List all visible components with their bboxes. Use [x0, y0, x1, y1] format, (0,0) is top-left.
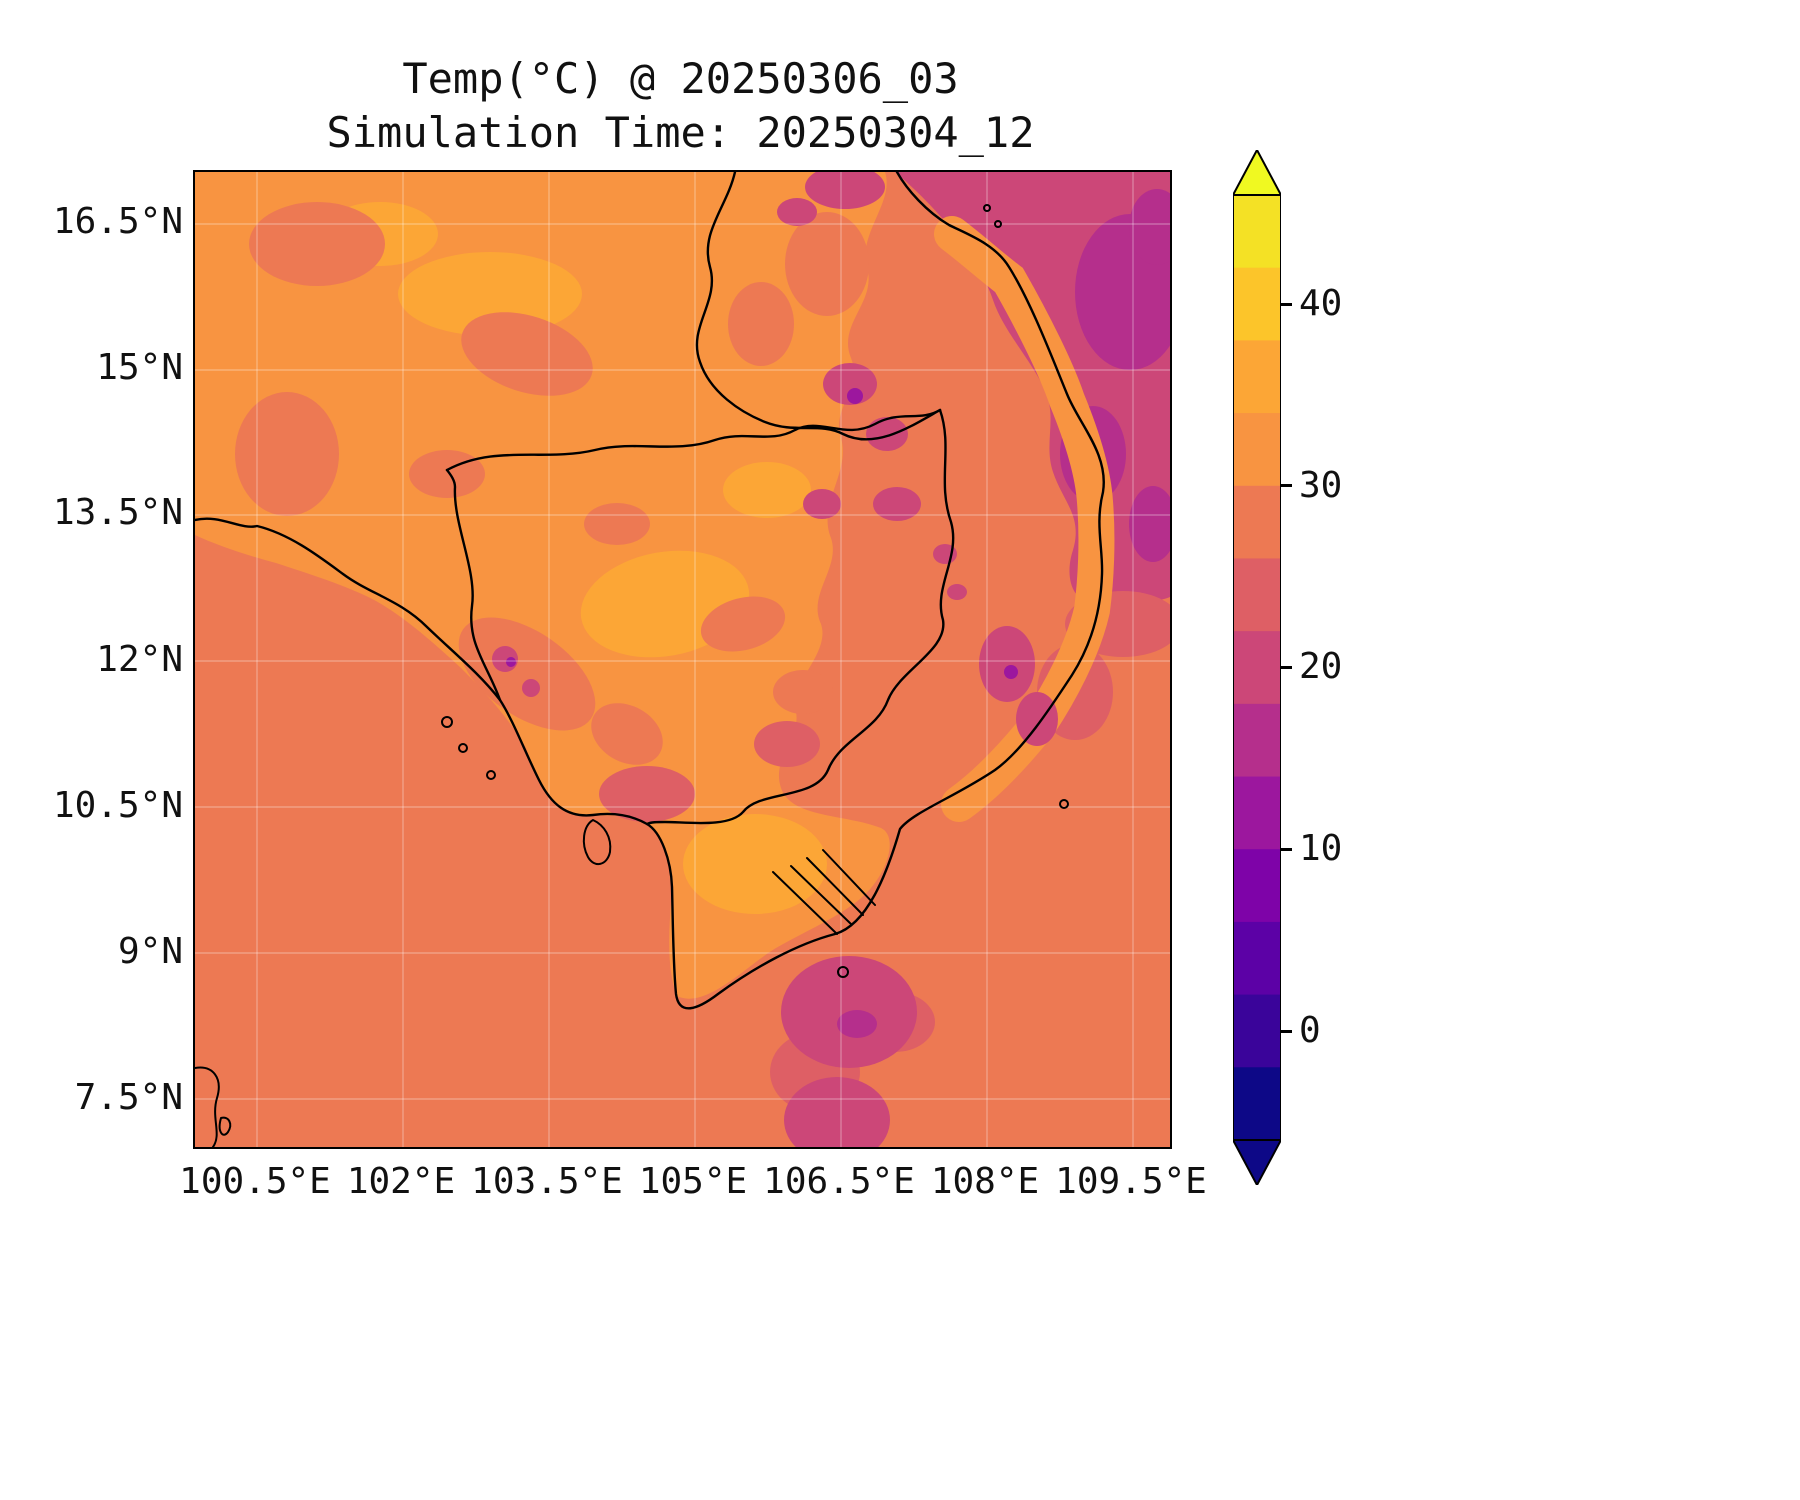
colorbar-band	[1233, 195, 1281, 269]
colorbar	[1232, 147, 1282, 1188]
colorbar-tick	[1281, 303, 1292, 306]
colorbar-band	[1233, 921, 1281, 996]
colorbar-band	[1233, 413, 1281, 487]
graticule	[195, 172, 1170, 1147]
colorbar-tick	[1281, 848, 1292, 851]
colorbar-svg	[1232, 147, 1282, 1188]
x-tick-label: 103.5°E	[471, 1161, 623, 1202]
x-tick-label: 102°E	[346, 1161, 456, 1202]
cool-highland-patches	[492, 172, 1058, 1147]
colorbar-band	[1233, 994, 1281, 1069]
colorbar-tick-label: 10	[1299, 828, 1343, 869]
islands	[195, 204, 1069, 1147]
colorbar-band	[1233, 849, 1281, 923]
delta-channels	[772, 849, 876, 935]
warm-land-region	[195, 172, 890, 999]
colorbar-band	[1233, 558, 1281, 633]
colorbar-tick-label: 30	[1299, 465, 1343, 506]
national-borders	[445, 172, 955, 826]
colorbar-tick-label: 20	[1299, 646, 1343, 687]
y-tick-label: 13.5°N	[52, 492, 183, 533]
colorbar-band	[1233, 1067, 1281, 1141]
colorbar-tick	[1281, 484, 1292, 487]
colorbar-tick-label: 0	[1299, 1010, 1321, 1051]
colorbar-band	[1233, 267, 1281, 342]
y-tick-label: 9°N	[117, 931, 183, 972]
colorbar-tick-label: 40	[1299, 283, 1343, 324]
figure-title: Temp(°C) @ 20250306_03 Simulation Time: …	[193, 52, 1168, 160]
colorbar-band	[1233, 631, 1281, 705]
y-tick-label: 7.5°N	[74, 1077, 183, 1118]
title-line-1: Temp(°C) @ 20250306_03	[402, 54, 959, 103]
y-tick-label: 16.5°N	[52, 201, 183, 242]
colorbar-tick	[1281, 666, 1292, 669]
colorbar-band	[1233, 485, 1281, 560]
y-tick-label: 15°N	[96, 347, 183, 388]
y-tick-label: 12°N	[96, 639, 183, 680]
colorbar-under-arrow	[1233, 1140, 1281, 1185]
colorbar-over-arrow	[1233, 150, 1281, 195]
x-tick-label: 105°E	[638, 1161, 748, 1202]
hot-land-patches	[322, 202, 827, 914]
x-tick-label: 106.5°E	[763, 1161, 915, 1202]
y-tick-label: 10.5°N	[52, 785, 183, 826]
plot-area	[193, 170, 1172, 1149]
colorbar-tick	[1281, 1030, 1292, 1033]
colorbar-band	[1233, 340, 1281, 415]
mild-patches	[235, 202, 869, 765]
x-tick-label: 100.5°E	[179, 1161, 331, 1202]
colorbar-bands	[1233, 195, 1281, 1141]
x-tick-label: 109.5°E	[1055, 1161, 1207, 1202]
coastline	[195, 172, 1105, 1010]
title-line-2: Simulation Time: 20250304_12	[326, 108, 1035, 157]
colorbar-band	[1233, 703, 1281, 778]
x-tick-label: 108°E	[930, 1161, 1040, 1202]
colorbar-band	[1233, 776, 1281, 851]
temperature-map	[195, 172, 1170, 1147]
